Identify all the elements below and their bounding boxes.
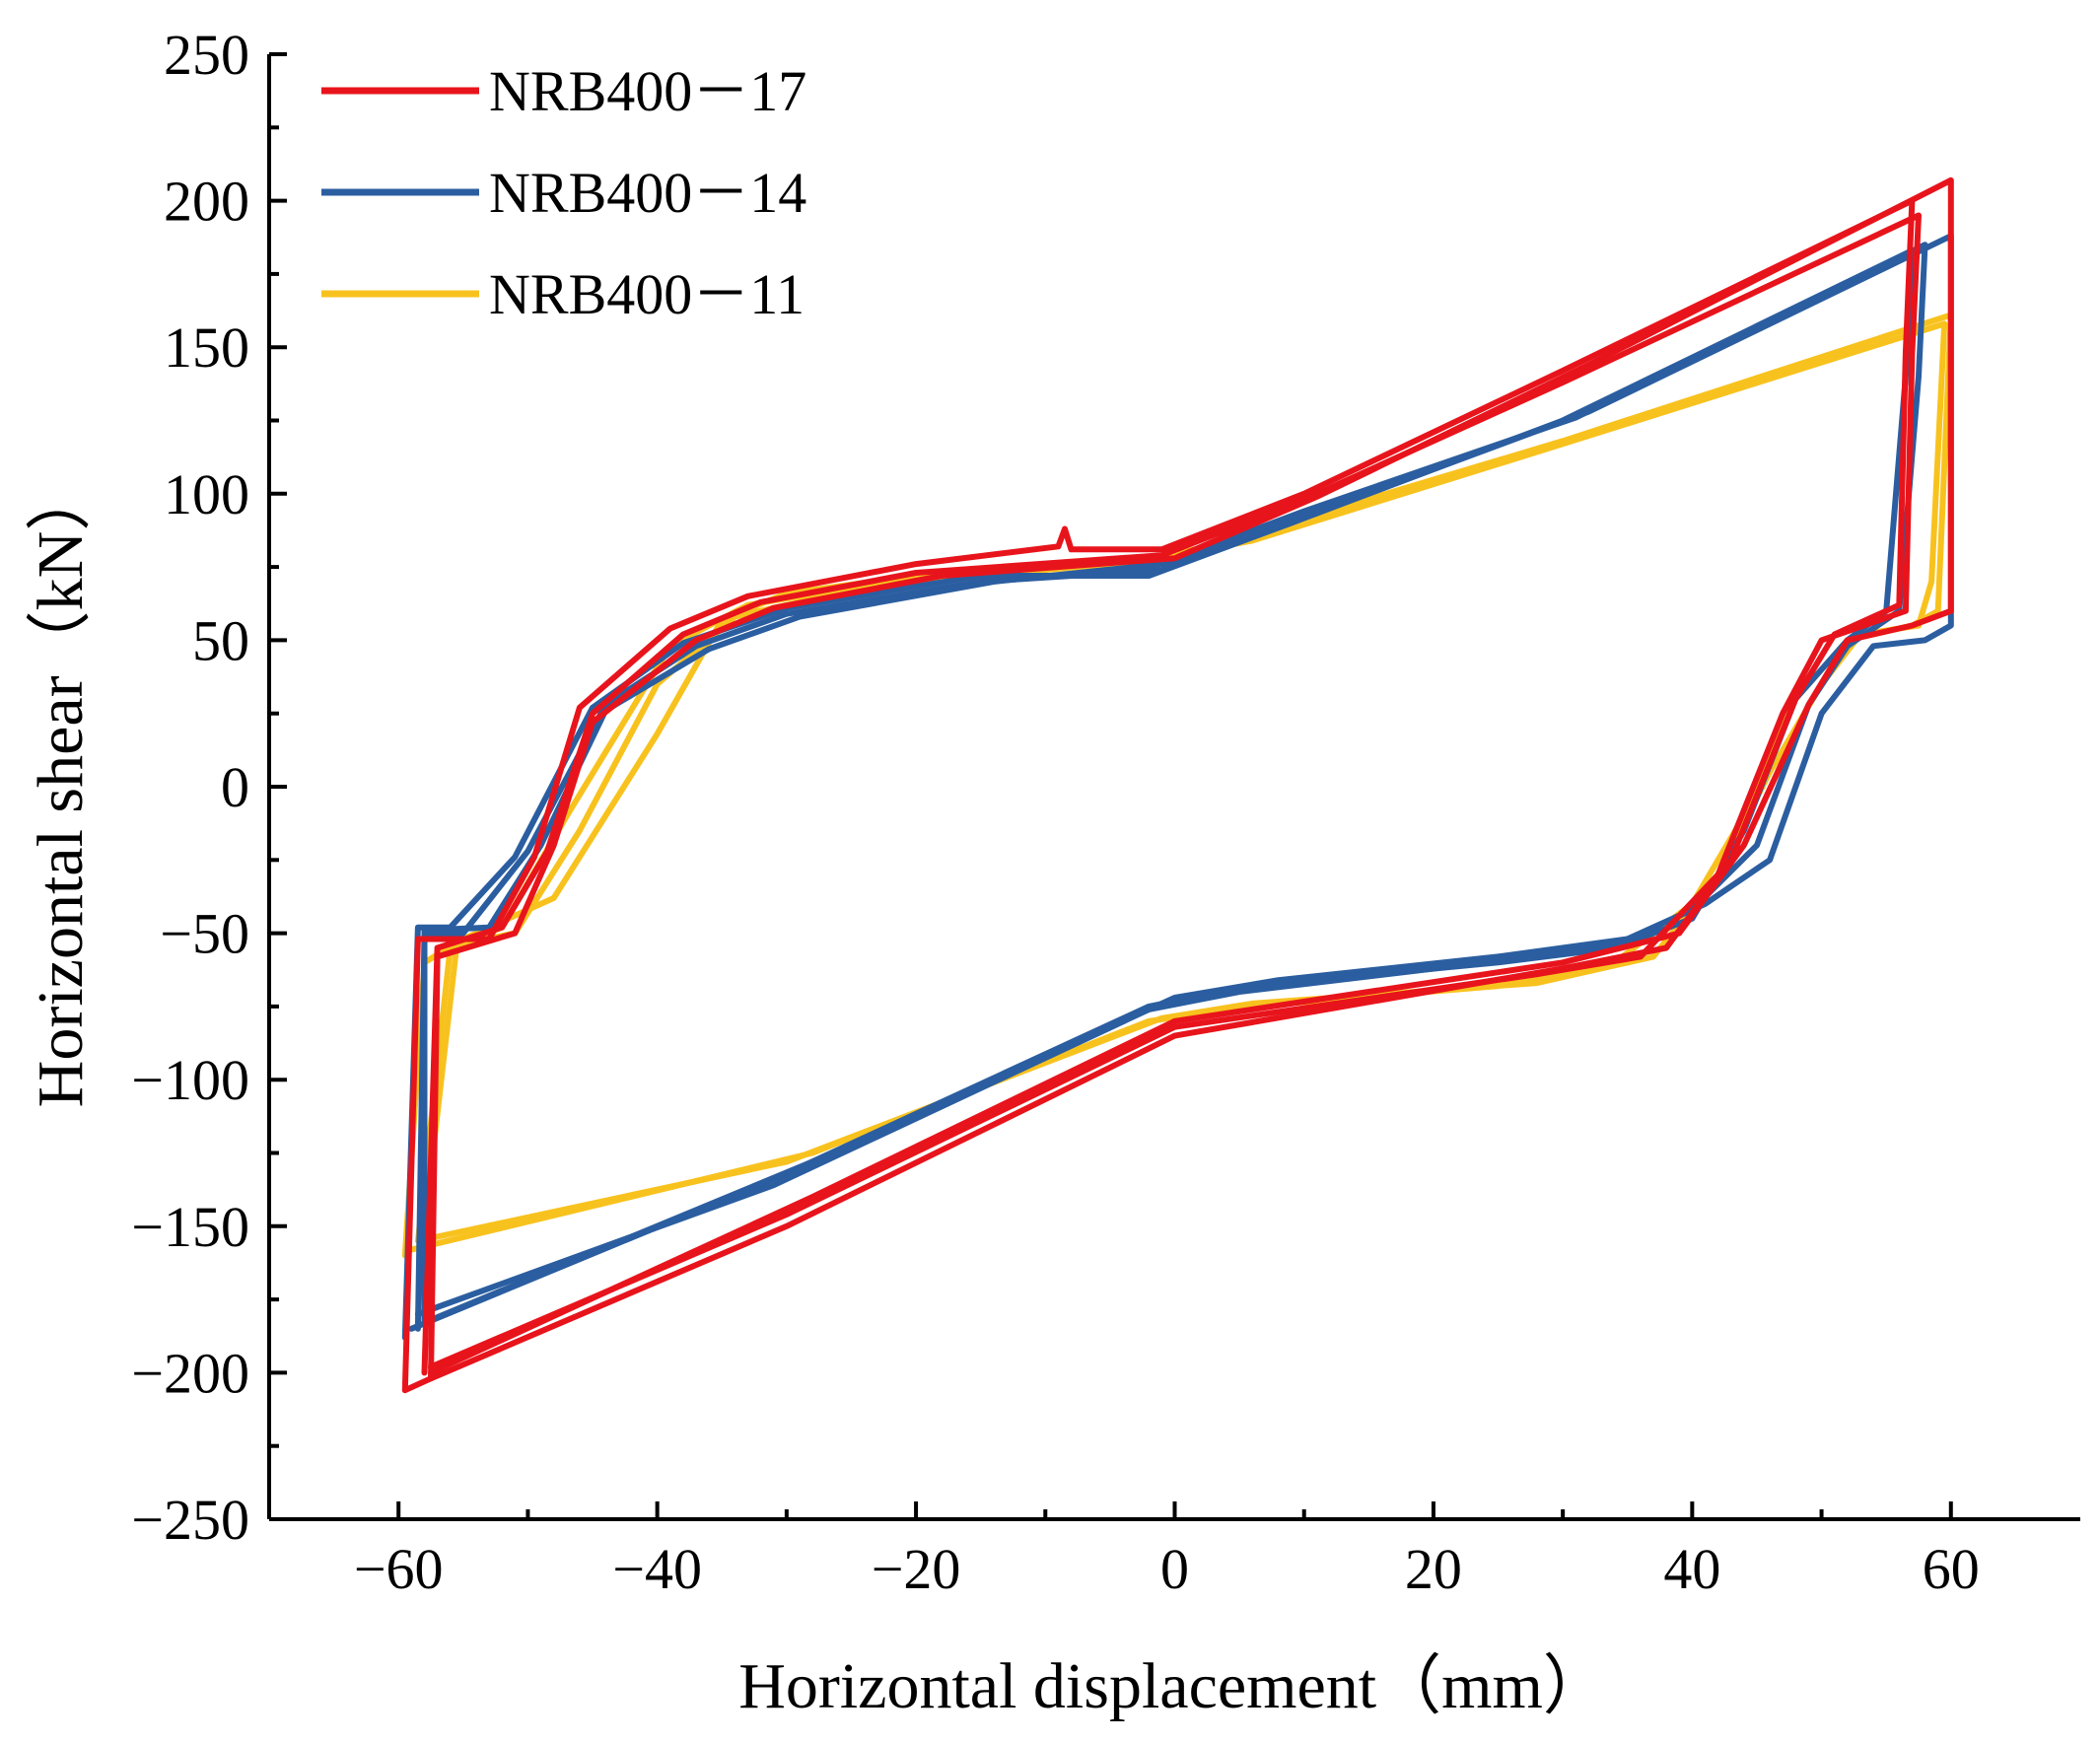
series-group [401, 176, 1954, 1394]
legend-label: NRB400－11 [489, 262, 805, 326]
x-tick-label: −40 [612, 1537, 702, 1601]
series-line-loop-1 [401, 197, 1916, 1394]
y-tick-label: −150 [131, 1195, 249, 1259]
x-tick-label: 60 [1923, 1537, 1980, 1601]
y-tick-label: 250 [164, 23, 249, 87]
y-tick-label: 150 [164, 315, 249, 380]
x-tick-label: 20 [1405, 1537, 1462, 1601]
x-tick-label: −20 [872, 1537, 961, 1601]
series-line-loop-2 [414, 320, 1948, 1244]
y-tick-label: 0 [221, 755, 249, 819]
y-tick-label: 50 [192, 608, 249, 672]
y-axis-title: Horizontal shear（kN） [25, 466, 97, 1108]
x-tick-label: −60 [354, 1537, 444, 1601]
series-line-loop-3 [421, 555, 1178, 1229]
legend: NRB400－17 NRB400－14 NRB400－11 [321, 59, 806, 326]
y-tick-label: −200 [131, 1341, 249, 1405]
legend-item: NRB400－11 [321, 262, 805, 326]
y-tick-label: −50 [160, 902, 249, 966]
series-line-loop-2 [414, 233, 1954, 1332]
legend-item: NRB400－17 [321, 59, 806, 123]
legend-label: NRB400－17 [489, 59, 806, 123]
legend-item: NRB400－14 [321, 161, 806, 225]
x-tick-label: 40 [1663, 1537, 1720, 1601]
series-line-loop-2 [421, 212, 1922, 1376]
x-axis-title: Horizontal displacement（mm） [738, 1650, 1608, 1722]
axis-ticks: −60 −40 −20 0 20 40 60250200150100500−50−100−1… [131, 23, 1980, 1601]
x-tick-label: 0 [1160, 1537, 1189, 1601]
series-line-loop-3 [414, 242, 1928, 1326]
series-line-loop-3 [428, 176, 1954, 1382]
y-tick-label: 200 [164, 170, 249, 234]
y-tick-label: 100 [164, 462, 249, 526]
series-line-loop-1 [401, 247, 1916, 1341]
series-NRB400－17 [401, 176, 1954, 1394]
series-NRB400－11 [401, 312, 1954, 1259]
legend-label: NRB400－14 [489, 161, 806, 225]
series-NRB400－14 [401, 233, 1954, 1341]
y-tick-label: −100 [131, 1048, 249, 1112]
y-tick-label: −250 [131, 1488, 249, 1552]
series-line-loop-1 [401, 312, 1954, 1259]
